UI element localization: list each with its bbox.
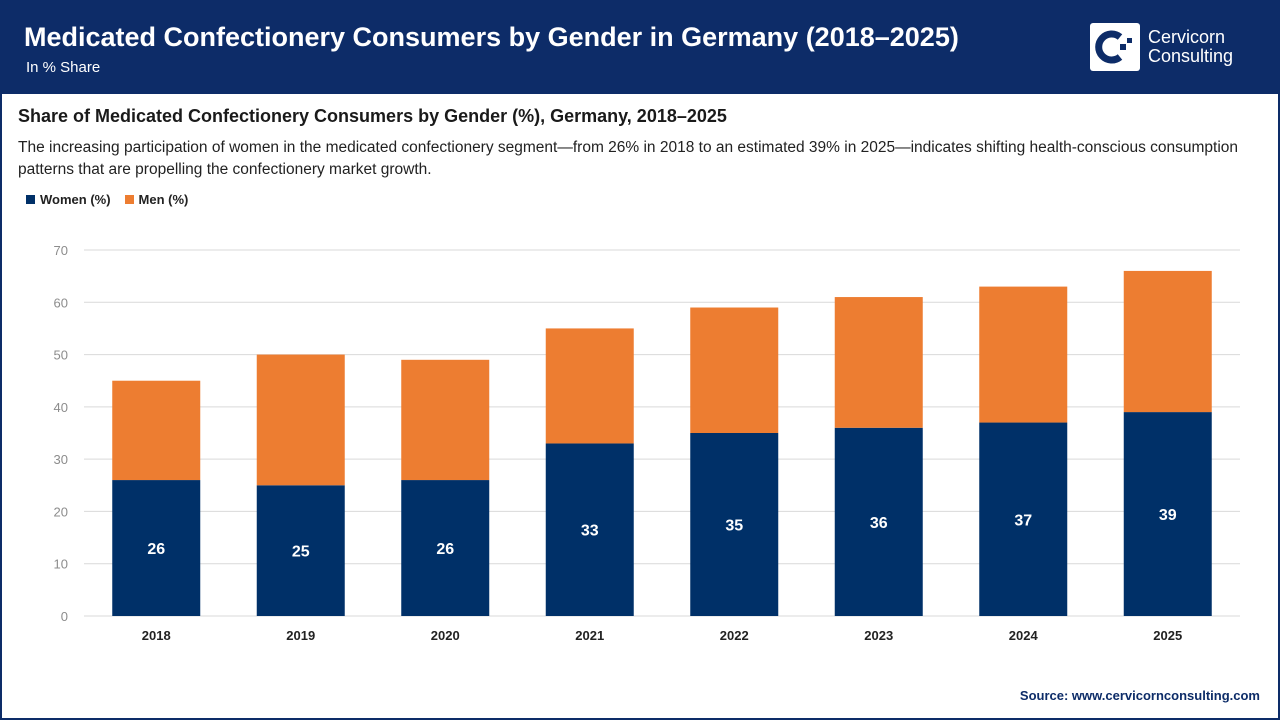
logo-text-line2: Consulting (1148, 46, 1234, 66)
x-tick-label: 2020 (431, 628, 460, 643)
x-tick-label: 2018 (142, 628, 171, 643)
bar-women (401, 480, 490, 616)
y-tick-label: 10 (54, 557, 68, 572)
legend: Women (%) Men (%) (26, 192, 188, 207)
y-tick-label: 20 (54, 504, 68, 519)
bar-women (112, 480, 201, 616)
x-tick-label: 2024 (1009, 628, 1039, 643)
data-label: 26 (436, 541, 454, 558)
y-tick-label: 40 (54, 400, 68, 415)
x-tick-label: 2023 (864, 628, 893, 643)
legend-item-women: Women (%) (26, 192, 111, 207)
legend-label-women: Women (%) (40, 192, 111, 207)
bar-men (112, 380, 201, 481)
chart-title: Share of Medicated Confectionery Consume… (18, 106, 727, 126)
legend-label-men: Men (%) (138, 192, 189, 207)
x-tick-label: 2022 (720, 628, 749, 643)
bar-men (834, 297, 923, 428)
y-tick-label: 50 (54, 348, 68, 363)
x-tick-label: 2021 (575, 628, 604, 643)
data-label: 36 (870, 515, 888, 532)
bar-men (1123, 270, 1212, 413)
logo-text-line1: Cervicorn (1148, 27, 1226, 47)
bar-men (401, 359, 490, 481)
data-label: 25 (292, 544, 310, 561)
bar-women (1123, 412, 1212, 616)
y-tick-label: 30 (54, 452, 68, 467)
bar-women (545, 443, 634, 616)
x-tick-label: 2019 (286, 628, 315, 643)
data-label: 39 (1159, 507, 1177, 524)
page-title: Medicated Confectionery Consumers by Gen… (24, 22, 959, 52)
bar-men (979, 286, 1068, 423)
y-tick-label: 70 (54, 243, 68, 258)
source-note: Source: www.cervicornconsulting.com (1019, 688, 1260, 703)
x-tick-label: 2025 (1153, 628, 1182, 643)
company-logo: Cervicorn Consulting (1090, 23, 1233, 71)
bar-women (256, 485, 345, 616)
y-tick-label: 60 (54, 295, 68, 310)
y-tick-label: 0 (61, 609, 68, 624)
logo-mark-icon (1090, 23, 1140, 71)
chart-description: The increasing participation of women in… (18, 139, 1239, 178)
bar-men (256, 354, 345, 486)
bar-women (979, 422, 1068, 616)
bar-men (690, 307, 779, 433)
bar-women (690, 433, 779, 616)
data-label: 26 (147, 541, 165, 558)
bar-women (834, 427, 923, 616)
bar-men (545, 328, 634, 444)
header-banner: Medicated Confectionery Consumers by Gen… (0, 0, 1280, 94)
data-label: 37 (1014, 512, 1032, 529)
data-label: 33 (581, 523, 599, 540)
legend-item-men: Men (%) (124, 192, 189, 207)
data-label: 35 (725, 518, 743, 535)
page-subtitle: In % Share (26, 59, 101, 76)
